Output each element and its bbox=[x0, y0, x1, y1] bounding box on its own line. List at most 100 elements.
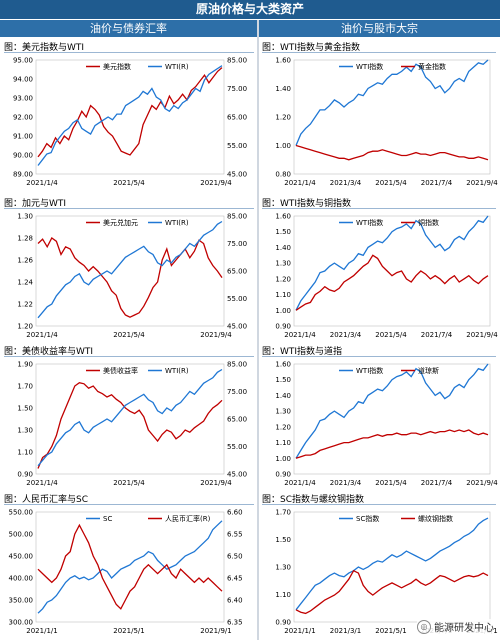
x-axis-tick: 2021/1/4 bbox=[284, 179, 316, 187]
chart-svg: 89.00 90.00 91.00 92.00 93.00 94.00 95.00 45.00… bbox=[13, 57, 247, 188]
left-axis-tick: 1.60 bbox=[275, 57, 291, 65]
plot-frame bbox=[293, 511, 491, 623]
right-axis-tick: 6.35 bbox=[227, 619, 243, 627]
series-line-2 bbox=[295, 569, 489, 615]
chart-svg: 300.00 350.00 400.00 450.00 500.00 550.00 6.35… bbox=[9, 509, 243, 636]
x-axis-tick: 2021/7/4 bbox=[421, 179, 453, 187]
x-axis-tick: 2021/5/4 bbox=[375, 331, 407, 339]
x-axis-tick: 2021/9/4 bbox=[466, 479, 498, 487]
chart-panel-3: 图：加元与WTI 1.20 1.22 1.24 1.26 1.28 1.30 45.00 55.… bbox=[4, 196, 254, 342]
chart-title: 图：美债收益率与WTI bbox=[4, 347, 94, 357]
plot-frame bbox=[293, 59, 491, 175]
series-line-1 bbox=[37, 237, 223, 318]
x-axis-tick: 2021/7/4 bbox=[421, 331, 453, 339]
legend-label: 美元兑加元 bbox=[103, 218, 138, 227]
watermark-text: 能源研发中心 bbox=[434, 623, 494, 634]
series-line-2 bbox=[295, 254, 489, 311]
series-line-2 bbox=[295, 429, 489, 459]
legend-label: WTI(R) bbox=[165, 367, 189, 375]
left-axis-tick: 0.90 bbox=[275, 619, 291, 627]
title-rule bbox=[4, 356, 254, 357]
left-axis-tick: 1.50 bbox=[275, 536, 291, 544]
legend-label: WTI(R) bbox=[165, 63, 189, 71]
x-axis-tick: 2021/3/4 bbox=[330, 479, 362, 487]
left-axis-tick: 1.70 bbox=[17, 383, 33, 391]
left-axis-tick: 550.00 bbox=[9, 509, 34, 517]
legend-label: 螺纹钢指数 bbox=[418, 514, 453, 523]
left-axis-tick: 1.00 bbox=[275, 307, 291, 315]
x-axis-tick: 2021/1/4 bbox=[284, 331, 316, 339]
x-axis-tick: 2021/1/4 bbox=[284, 479, 316, 487]
left-axis-tick: 1.50 bbox=[17, 405, 33, 413]
series-line-1 bbox=[295, 363, 489, 459]
legend-label: 铜指数 bbox=[418, 218, 439, 227]
title-rule bbox=[4, 52, 254, 53]
series-line-2 bbox=[37, 65, 223, 166]
left-axis-tick: 1.00 bbox=[275, 455, 291, 463]
left-axis-tick: 1.60 bbox=[275, 361, 291, 369]
left-axis-tick: 1.30 bbox=[17, 427, 33, 435]
left-axis-tick: 1.30 bbox=[17, 213, 33, 221]
left-axis-tick: 1.28 bbox=[17, 235, 33, 243]
plot-frame bbox=[35, 215, 225, 327]
column-divider bbox=[257, 20, 259, 640]
x-axis-tick: 2021/9/4 bbox=[466, 331, 498, 339]
right-axis-tick: 6.50 bbox=[227, 553, 243, 561]
left-axis-tick: 93.00 bbox=[13, 95, 33, 103]
chart-panel-8: 图：SC指数与螺纹钢指数 0.90 1.10 1.30 1.50 1.70 2021/1/1… bbox=[262, 492, 498, 638]
x-axis-tick: 2021/3/1 bbox=[330, 627, 361, 635]
right-axis-tick: 55.00 bbox=[227, 443, 247, 451]
legend-label: WTI指数 bbox=[356, 366, 383, 375]
chart-title: 图：WTI指数与黄金指数 bbox=[262, 43, 361, 53]
left-axis-tick: 0.90 bbox=[275, 471, 291, 479]
legend-label: SC指数 bbox=[356, 514, 379, 523]
chart-panel-1: 图：美元指数与WTI 89.00 90.00 91.00 92.00 93.00 94.00… bbox=[4, 40, 254, 190]
right-axis-tick: 45.00 bbox=[227, 171, 247, 179]
chart-svg: 1.20 1.22 1.24 1.26 1.28 1.30 45.00 55.00 65.00 7… bbox=[17, 213, 247, 340]
left-axis-tick: 0.90 bbox=[17, 471, 33, 479]
left-axis-tick: 300.00 bbox=[9, 619, 34, 627]
x-axis-tick: 2021/5/4 bbox=[375, 179, 407, 187]
series-line-2 bbox=[295, 144, 489, 161]
legend-label: SC bbox=[103, 515, 112, 523]
left-axis-tick: 1.20 bbox=[275, 275, 291, 283]
chart-title: 图：SC指数与螺纹钢指数 bbox=[262, 495, 364, 505]
left-axis-tick: 92.00 bbox=[13, 114, 33, 122]
plot-frame bbox=[293, 363, 491, 475]
right-axis-tick: 75.00 bbox=[227, 240, 247, 248]
left-axis-tick: 1.40 bbox=[275, 244, 291, 252]
x-axis-tick: 2021/7/4 bbox=[421, 479, 453, 487]
x-axis-tick: 2021/9/1 bbox=[200, 627, 231, 635]
left-axis-tick: 1.40 bbox=[275, 392, 291, 400]
series-line-1 bbox=[295, 215, 489, 311]
right-axis-tick: 85.00 bbox=[227, 57, 247, 65]
legend-label: WTI指数 bbox=[356, 218, 383, 227]
right-axis-tick: 6.45 bbox=[227, 575, 243, 583]
left-axis-tick: 1.22 bbox=[17, 301, 33, 309]
x-axis-tick: 2021/5/1 bbox=[375, 627, 406, 635]
left-axis-tick: 1.60 bbox=[275, 213, 291, 221]
left-axis-tick: 91.00 bbox=[13, 133, 33, 141]
left-axis-tick: 1.20 bbox=[275, 114, 291, 122]
x-axis-tick: 2021/1/4 bbox=[26, 331, 58, 339]
plot-frame bbox=[35, 59, 225, 175]
left-axis-tick: 1.90 bbox=[17, 361, 33, 369]
left-axis-tick: 1.10 bbox=[275, 591, 291, 599]
x-axis-tick: 2021/5/4 bbox=[113, 479, 145, 487]
right-axis-tick: 6.40 bbox=[227, 597, 243, 605]
chart-svg: 0.90 1.10 1.30 1.50 1.70 1.90 45.00 55.00 65.00 7… bbox=[17, 361, 247, 488]
right-axis-tick: 85.00 bbox=[227, 361, 247, 369]
right-axis-tick: 45.00 bbox=[227, 471, 247, 479]
series-line-2 bbox=[37, 368, 223, 467]
left-axis-tick: 1.26 bbox=[17, 257, 33, 265]
x-axis-tick: 2021/1/1 bbox=[26, 627, 57, 635]
x-axis-tick: 2021/9/4 bbox=[200, 179, 232, 187]
title-rule bbox=[262, 52, 496, 53]
x-axis-tick: 2021/9/4 bbox=[466, 179, 498, 187]
right-axis-tick: 85.00 bbox=[227, 213, 247, 221]
chart-title: 图：WTI指数与铜指数 bbox=[262, 199, 352, 209]
x-axis-tick: 2021/1/1 bbox=[284, 627, 315, 635]
watermark: ◎ 能源研发中心 bbox=[417, 619, 494, 634]
right-axis-tick: 65.00 bbox=[227, 114, 247, 122]
legend-label: 道琼斯 bbox=[418, 366, 439, 375]
